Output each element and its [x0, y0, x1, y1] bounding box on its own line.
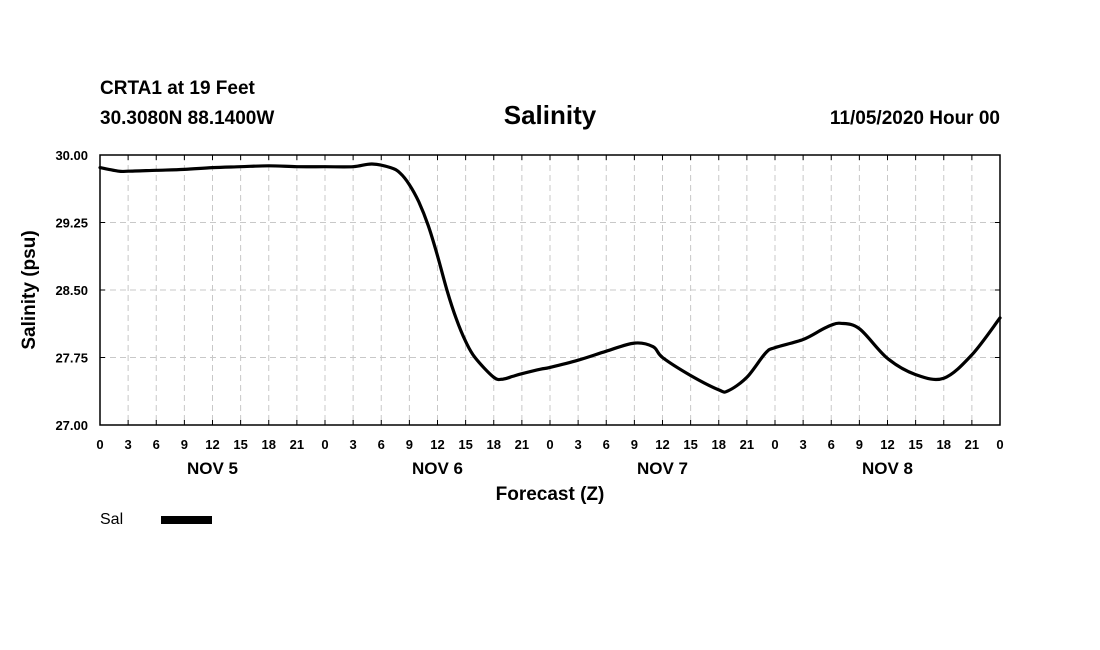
y-axis-ticks: 30.00 29.25 28.50 27.75 27.00 [55, 148, 1000, 433]
x-tick-label: 3 [575, 437, 582, 452]
x-tick-label: 6 [378, 437, 385, 452]
day-labels: NOV 5 NOV 6 NOV 7 NOV 8 [187, 459, 913, 478]
x-tick-label: 12 [880, 437, 894, 452]
x-tick-label: 21 [290, 437, 304, 452]
x-tick-label: 3 [800, 437, 807, 452]
x-tick-label: 9 [181, 437, 188, 452]
x-tick-label: 12 [655, 437, 669, 452]
station-label: CRTA1 at 19 Feet [100, 78, 256, 99]
x-tick-label: 9 [406, 437, 413, 452]
x-axis-ticks: 0 3 6 9 12 15 18 21 0 3 6 9 12 15 18 21 0 3 6 9 12 15 18 21 0 3 6 9… [96, 155, 1004, 452]
x-tick-label: 12 [205, 437, 219, 452]
x-tick-label: 0 [996, 437, 1003, 452]
y-tick-label: 29.25 [55, 216, 88, 231]
day-label: NOV 5 [187, 459, 238, 478]
issued-label: 11/05/2020 Hour 00 [830, 108, 1000, 129]
x-tick-label: 9 [856, 437, 863, 452]
day-label: NOV 8 [862, 459, 913, 478]
location-label: 30.3080N 88.1400W [100, 108, 274, 129]
y-tick-label: 27.75 [55, 351, 88, 366]
x-tick-label: 18 [712, 437, 726, 452]
x-tick-label: 15 [233, 437, 247, 452]
x-tick-label: 6 [603, 437, 610, 452]
x-tick-label: 3 [350, 437, 357, 452]
x-tick-label: 6 [828, 437, 835, 452]
series-layer [98, 162, 1002, 394]
x-tick-label: 21 [740, 437, 754, 452]
x-tick-label: 0 [771, 437, 778, 452]
series-line-sal [98, 162, 1002, 394]
x-tick-label: 0 [546, 437, 553, 452]
legend-label-sal: Sal [100, 511, 123, 528]
y-tick-label: 27.00 [55, 418, 88, 433]
grid-lines [100, 155, 1000, 425]
y-axis-title: Salinity (psu) [19, 230, 40, 349]
x-tick-label: 18 [937, 437, 951, 452]
x-tick-label: 6 [153, 437, 160, 452]
x-tick-label: 15 [908, 437, 922, 452]
x-tick-label: 9 [631, 437, 638, 452]
x-tick-label: 15 [458, 437, 472, 452]
y-tick-label: 28.50 [55, 283, 88, 298]
x-axis-title: Forecast (Z) [496, 484, 605, 505]
x-tick-label: 3 [125, 437, 132, 452]
day-label: NOV 7 [637, 459, 688, 478]
day-label: NOV 6 [412, 459, 463, 478]
x-tick-label: 18 [262, 437, 276, 452]
x-tick-label: 21 [965, 437, 979, 452]
y-tick-label: 30.00 [55, 148, 88, 163]
legend: Sal [100, 511, 212, 528]
x-tick-label: 18 [487, 437, 501, 452]
chart-title: Salinity [504, 100, 597, 130]
x-tick-label: 15 [683, 437, 697, 452]
x-tick-label: 21 [515, 437, 529, 452]
x-tick-label: 12 [430, 437, 444, 452]
x-tick-label: 0 [321, 437, 328, 452]
x-tick-label: 0 [96, 437, 103, 452]
